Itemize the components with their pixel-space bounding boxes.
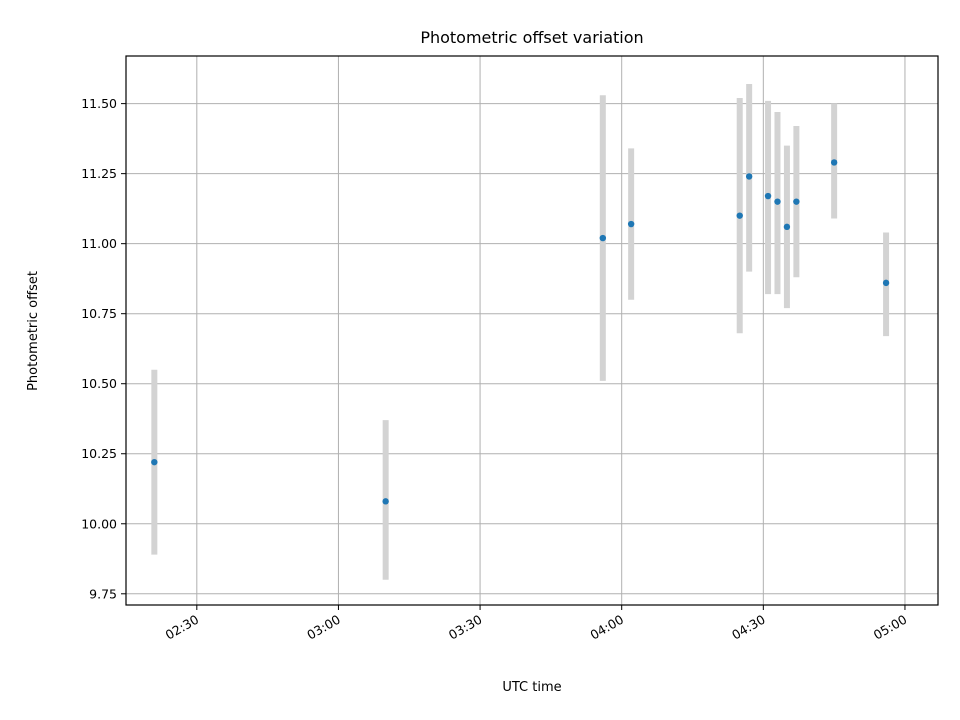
x-axis-ticks: 02:30 03:00 03:30 04:00 04:30 05:00 bbox=[163, 605, 910, 643]
y-tick-label: 10.00 bbox=[81, 516, 117, 531]
y-axis-ticks: 9.75 10.00 10.25 10.50 10.75 11.00 11.25 11.50 bbox=[81, 96, 126, 601]
error-bars bbox=[151, 84, 890, 580]
data-point bbox=[736, 212, 743, 219]
y-tick-label: 11.25 bbox=[81, 166, 117, 181]
data-point bbox=[830, 159, 838, 166]
x-tick-label: 03:00 bbox=[304, 612, 343, 643]
x-tick-label: 04:00 bbox=[587, 612, 626, 643]
data-point bbox=[774, 198, 781, 205]
y-tick-label: 10.25 bbox=[81, 446, 117, 461]
data-point bbox=[882, 279, 890, 287]
plot-frame bbox=[125, 55, 939, 606]
y-tick-label: 11.50 bbox=[81, 96, 117, 111]
data-point bbox=[382, 498, 389, 505]
x-tick-label: 02:30 bbox=[163, 612, 202, 643]
x-tick-label: 03:30 bbox=[446, 612, 485, 643]
grid-lines bbox=[126, 56, 938, 605]
x-tick-label: 04:30 bbox=[729, 612, 768, 643]
data-point bbox=[764, 192, 772, 200]
y-tick-label: 9.75 bbox=[89, 586, 117, 601]
data-point bbox=[783, 223, 791, 231]
y-axis-label: Photometric offset bbox=[26, 271, 41, 391]
data-point bbox=[627, 220, 635, 228]
data-point bbox=[745, 173, 753, 180]
x-tick-label: 05:00 bbox=[871, 612, 910, 643]
data-point bbox=[599, 234, 607, 242]
y-tick-label: 11.00 bbox=[81, 236, 117, 251]
data-point bbox=[151, 458, 158, 466]
y-tick-label: 10.75 bbox=[81, 306, 117, 321]
data-points bbox=[151, 159, 890, 505]
y-tick-label: 10.50 bbox=[81, 376, 117, 391]
data-point bbox=[793, 198, 800, 205]
x-axis-label: UTC time bbox=[502, 680, 561, 695]
chart-title: Photometric offset variation bbox=[420, 28, 643, 47]
